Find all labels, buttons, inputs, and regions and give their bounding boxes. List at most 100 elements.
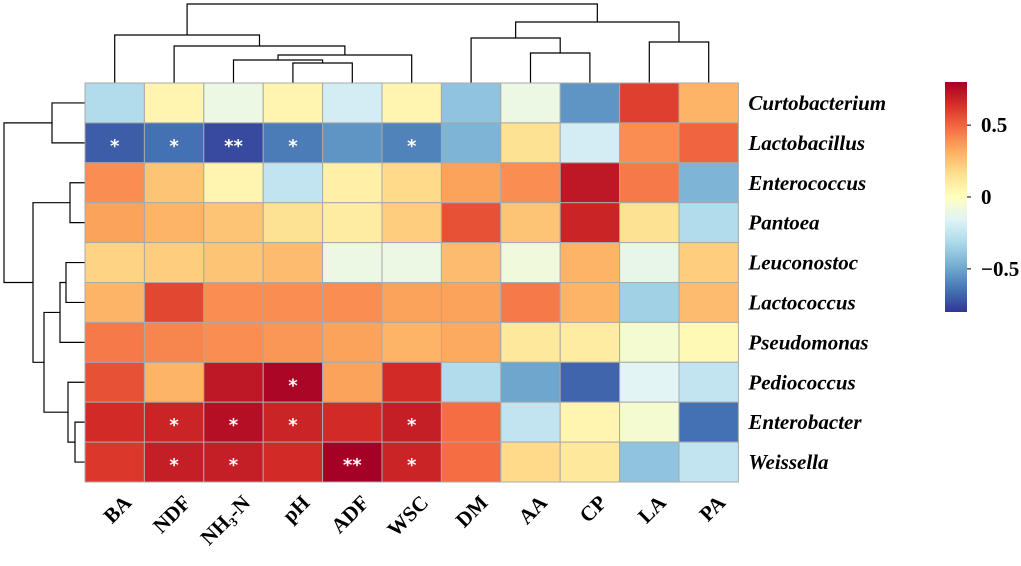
cell-weissella-ph: [262, 441, 324, 483]
row-dendro-link: [65, 261, 85, 304]
row-label-pantoea: Pantoea: [747, 211, 819, 235]
row-labels: Curtobacterium Lactobacillus Enterococcus P…: [747, 91, 886, 474]
cell-lactococcus-ph: [262, 282, 324, 323]
cell-pseudomonas-ba: [84, 321, 145, 363]
cell-pantoea-nh-n: [203, 202, 264, 244]
cell-lactobacillus-ba: [84, 122, 145, 164]
cell-curtobacterium-adf: [322, 82, 383, 124]
cell-pseudomonas-dm: [440, 321, 502, 363]
cell-enterococcus-pa: [678, 162, 739, 204]
cell-pediococcus-ba: [84, 361, 145, 403]
cell-enterobacter-aa: [500, 401, 561, 443]
cell-weissella-adf: [322, 441, 383, 483]
column-label-nh-n: NH₃-N: [196, 490, 255, 549]
row-label-enterococcus: Enterococcus: [747, 171, 866, 195]
cell-lactococcus-nh-n: [203, 282, 264, 323]
heatmap-cells: [84, 82, 739, 483]
row-dendro-link: [43, 311, 68, 413]
cell-pediococcus-la: [619, 361, 680, 403]
cell-enterococcus-ndf: [143, 162, 205, 204]
cell-enterobacter-dm: [440, 401, 502, 443]
cell-pseudomonas-ndf: [143, 321, 205, 363]
row-dendro-link: [67, 381, 85, 443]
col-dendro-link: [114, 34, 261, 83]
cell-pantoea-ndf: [143, 202, 205, 244]
cell-pediococcus-pa: [678, 361, 739, 403]
column-label-aa: AA: [514, 490, 553, 529]
cell-lactobacillus-ph: [262, 122, 324, 164]
cell-enterobacter-pa: [678, 401, 739, 443]
colorbar: 0.5 0 −0.5: [945, 82, 1019, 312]
column-label-dm: DM: [451, 490, 493, 532]
cell-lactococcus-adf: [322, 282, 383, 323]
cell-lactobacillus-wsc: [381, 122, 442, 164]
cell-weissella-pa: [678, 441, 739, 483]
cell-leuconostoc-nh-n: [203, 242, 264, 284]
cell-pediococcus-nh-n: [203, 361, 264, 403]
col-dendro-link: [470, 37, 561, 83]
cell-lactococcus-pa: [678, 282, 739, 323]
cell-lactococcus-ndf: [143, 282, 205, 323]
cell-pediococcus-adf: [322, 361, 383, 403]
colorbar-tick-label: −0.5: [981, 257, 1019, 281]
cell-enterobacter-cp: [559, 401, 621, 443]
significance-stars: * * ** * *** * * ** * ** *: [110, 136, 417, 476]
cell-pantoea-aa: [500, 202, 561, 244]
cell-pantoea-dm: [440, 202, 502, 244]
cell-enterobacter-ndf: [143, 401, 205, 443]
column-label-wsc: WSC: [382, 490, 433, 541]
cell-leuconostoc-dm: [440, 242, 502, 284]
significance-weissella-adf: **: [343, 455, 362, 476]
cell-pseudomonas-wsc: [381, 321, 442, 363]
cell-enterococcus-ph: [262, 162, 324, 204]
col-dendro-root: [186, 3, 598, 35]
cell-enterococcus-aa: [500, 162, 561, 204]
cell-curtobacterium-ph: [262, 82, 324, 124]
column-label-pa: PA: [694, 490, 730, 526]
cell-curtobacterium-aa: [500, 82, 561, 124]
row-dendro-link: [69, 182, 85, 224]
cell-weissella-ndf: [143, 441, 205, 483]
significance-weissella-ndf: *: [169, 455, 179, 476]
cell-pediococcus-cp: [559, 361, 621, 403]
significance-weissella-wsc: *: [407, 455, 417, 476]
colorbar-gradient: [945, 82, 967, 312]
cell-pantoea-la: [619, 202, 680, 244]
row-label-enterobacter: Enterobacter: [747, 410, 862, 434]
cell-enterococcus-ba: [84, 162, 145, 204]
cell-curtobacterium-la: [619, 82, 680, 124]
cell-pediococcus-dm: [440, 361, 502, 403]
cell-curtobacterium-pa: [678, 82, 739, 124]
cell-pediococcus-ph: [262, 361, 324, 403]
cell-enterobacter-adf: [322, 401, 383, 443]
cell-leuconostoc-ph: [262, 242, 324, 284]
cell-curtobacterium-nh-n: [203, 82, 264, 124]
significance-weissella-nh-n: *: [229, 455, 239, 476]
significance-lactobacillus-ndf: *: [169, 136, 179, 157]
column-label-ph: pH: [278, 490, 315, 527]
significance-enterobacter-ndf: *: [169, 415, 179, 436]
cell-weissella-ba: [84, 441, 145, 483]
cell-lactococcus-wsc: [381, 282, 442, 323]
cell-leuconostoc-pa: [678, 242, 739, 284]
cell-enterobacter-ph: [262, 401, 324, 443]
cell-lactococcus-la: [619, 282, 680, 323]
column-label-ndf: NDF: [148, 490, 195, 537]
column-label-adf: ADF: [326, 490, 373, 537]
cell-leuconostoc-cp: [559, 242, 621, 284]
cell-pantoea-ba: [84, 202, 145, 244]
significance-lactobacillus-ba: *: [110, 136, 120, 157]
cell-pantoea-adf: [322, 202, 383, 244]
cell-pseudomonas-pa: [678, 321, 739, 363]
significance-enterobacter-nh-n: *: [229, 415, 239, 436]
cell-enterococcus-wsc: [381, 162, 442, 204]
row-label-lactobacillus: Lactobacillus: [747, 131, 865, 155]
significance-lactobacillus-wsc: *: [407, 136, 417, 157]
significance-enterobacter-ph: *: [288, 415, 298, 436]
cell-leuconostoc-ba: [84, 242, 145, 284]
cell-lactobacillus-pa: [678, 122, 739, 164]
cell-enterococcus-la: [619, 162, 680, 204]
row-dendro-link: [74, 421, 85, 463]
row-dendro-link: [51, 102, 85, 144]
